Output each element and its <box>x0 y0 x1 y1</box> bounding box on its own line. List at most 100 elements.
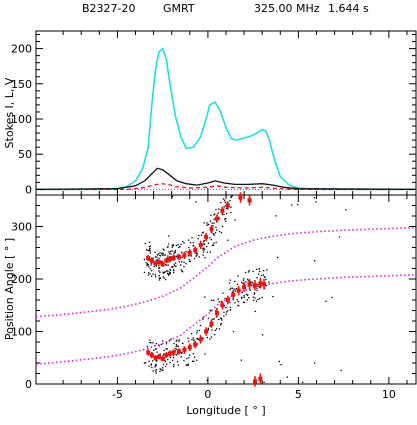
pa-dot <box>241 281 243 284</box>
pa-dot <box>149 339 151 341</box>
pa-dot <box>237 300 239 303</box>
pa-dot <box>154 274 156 276</box>
pa-dot <box>176 345 178 347</box>
pa-dot <box>146 264 148 267</box>
pa-dot <box>237 275 239 277</box>
pa-dot <box>265 285 267 287</box>
pa-dot <box>167 273 170 276</box>
pa-dot <box>240 359 242 361</box>
pa-dot <box>209 309 211 311</box>
pa-dot <box>262 274 265 276</box>
pa-dot <box>234 290 236 292</box>
pa-dot <box>166 257 168 259</box>
pa-dot <box>225 218 227 220</box>
pa-dot <box>263 270 265 272</box>
pa-dot <box>178 261 180 263</box>
pa-dot <box>241 296 243 298</box>
pa-dot <box>192 353 194 355</box>
pa-dot <box>166 270 168 272</box>
pa-dot <box>212 225 214 227</box>
pa-dot <box>189 260 191 262</box>
pa-dot <box>252 296 254 298</box>
pa-dot <box>173 251 175 253</box>
pa-dot <box>227 310 229 312</box>
pa-dot <box>177 345 179 347</box>
profile-y-axis-label: Stokes I, L, V <box>3 77 16 148</box>
pa-dot <box>158 267 161 269</box>
pa-dot <box>163 249 165 251</box>
pa-dot <box>173 269 175 271</box>
pa-dot <box>153 266 155 268</box>
pa-dot <box>168 235 170 237</box>
pa-dot <box>196 330 198 332</box>
pa-dot <box>258 285 260 287</box>
pa-dot <box>155 370 157 372</box>
pa-point <box>171 254 176 262</box>
pa-dot <box>163 271 165 273</box>
pa-dot <box>265 278 267 281</box>
pa-dot <box>178 340 180 342</box>
pa-dot <box>175 255 177 257</box>
pa-dot <box>189 242 192 244</box>
pa-dot <box>241 291 243 294</box>
pa-dot <box>214 329 217 331</box>
pa-dot <box>242 301 245 303</box>
pa-dot <box>202 247 204 249</box>
pa-dot <box>168 252 171 255</box>
pa-dot <box>220 317 222 319</box>
pa-dot <box>215 209 217 211</box>
pa-dot <box>229 301 231 304</box>
pa-dot <box>144 242 146 245</box>
pa-dot <box>187 255 190 257</box>
pa-point <box>252 376 257 387</box>
pa-dot <box>207 327 209 329</box>
pa-dot <box>169 273 171 275</box>
pa-y-axis-label: Position Angle [ ° ] <box>3 238 16 340</box>
pa-dot <box>173 253 175 255</box>
stokes-v-line <box>35 167 417 191</box>
pa-dot <box>147 274 150 276</box>
pa-dot <box>178 339 180 341</box>
pa-dot <box>278 360 280 363</box>
pa-dot <box>201 232 204 234</box>
pa-dot <box>153 349 155 351</box>
pa-dot <box>144 362 147 364</box>
pa-dot <box>235 288 237 290</box>
pa-dot <box>256 289 258 292</box>
pa-dot <box>162 248 164 250</box>
pa-dot <box>221 225 224 228</box>
pa-dot <box>158 277 160 279</box>
pa-dot <box>220 231 223 234</box>
pa-dot <box>146 263 148 266</box>
pa-dot <box>195 255 197 257</box>
pa-dot <box>227 239 229 241</box>
pa-point <box>214 214 219 223</box>
pa-dot <box>175 262 177 264</box>
pa-dot <box>204 257 206 259</box>
pa-dot <box>183 242 185 244</box>
pa-dot <box>176 348 178 350</box>
pa-dot <box>210 238 212 241</box>
pa-dot <box>214 232 217 234</box>
pa-dot <box>180 356 182 358</box>
pa-dot <box>143 258 145 261</box>
pa-point <box>146 349 151 356</box>
pa-dot <box>261 274 263 277</box>
pa-dot <box>180 243 182 246</box>
pa-dot <box>150 364 152 366</box>
pa-dot <box>185 251 187 253</box>
pulsar-period: 1.644 s <box>328 2 369 15</box>
pa-dot <box>145 262 147 264</box>
pa-dot <box>173 364 175 366</box>
pa-dot <box>172 245 174 247</box>
pa-dot <box>250 281 252 283</box>
pa-dot <box>218 328 221 330</box>
pa-dot <box>225 204 227 207</box>
pa-dot <box>345 209 347 211</box>
pa-point <box>187 343 192 351</box>
pa-point <box>149 351 154 359</box>
pa-dot <box>161 253 163 255</box>
pa-dot <box>174 348 176 350</box>
pa-dot <box>196 343 198 345</box>
pa-dot <box>175 343 177 346</box>
